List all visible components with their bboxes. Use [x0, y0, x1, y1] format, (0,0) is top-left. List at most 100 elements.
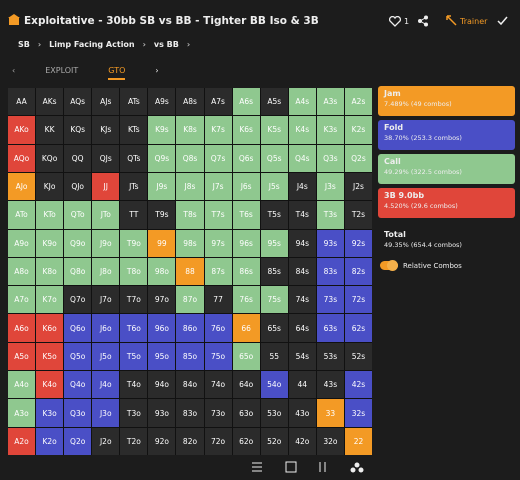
hand-cell[interactable]: T8o	[120, 257, 148, 286]
hand-cell[interactable]: 77	[204, 286, 232, 314]
hand-cell[interactable]: Q8o	[64, 257, 92, 286]
hand-cell[interactable]: 72o	[204, 427, 232, 455]
hand-cell[interactable]: Q2s	[344, 144, 372, 172]
crumb[interactable]: vs BB	[153, 40, 179, 49]
hand-cell[interactable]: 52s	[344, 342, 372, 371]
hand-cell[interactable]: K3o	[36, 399, 64, 427]
hand-cell[interactable]: A5o	[8, 342, 36, 371]
hand-cell[interactable]: KQo	[36, 144, 64, 172]
hand-cell[interactable]: A7o	[8, 286, 36, 314]
hand-cell[interactable]: 83o	[176, 399, 204, 427]
hand-cell[interactable]: K4o	[36, 371, 64, 399]
hand-cell[interactable]: K7o	[36, 286, 64, 314]
hand-cell[interactable]: 82s	[344, 257, 372, 286]
hand-cell[interactable]: 76s	[232, 286, 260, 314]
hand-cell[interactable]: 42o	[288, 427, 316, 455]
hand-cell[interactable]: T9o	[120, 229, 148, 257]
hand-cell[interactable]: 98s	[176, 229, 204, 257]
hand-cell[interactable]: 75o	[204, 342, 232, 371]
hand-cell[interactable]: 87o	[176, 286, 204, 314]
trainer-icon[interactable]	[446, 15, 457, 26]
hand-cell[interactable]: J7o	[92, 286, 120, 314]
hand-cell[interactable]: A6s	[232, 88, 260, 116]
hand-cell[interactable]: KJo	[36, 172, 64, 201]
hand-cell[interactable]: A9s	[148, 88, 176, 116]
hand-cell[interactable]: J5o	[92, 342, 120, 371]
hand-cell[interactable]: TT	[120, 201, 148, 229]
hand-cell[interactable]: ATs	[120, 88, 148, 116]
hand-cell[interactable]: T2s	[344, 201, 372, 229]
hand-cell[interactable]: J2s	[344, 172, 372, 201]
hand-cell[interactable]: T3o	[120, 399, 148, 427]
hand-cell[interactable]: 92s	[344, 229, 372, 257]
hand-cell[interactable]: 96o	[148, 314, 176, 342]
hand-cell[interactable]: J8o	[92, 257, 120, 286]
home-icon[interactable]	[8, 14, 20, 26]
hand-cell[interactable]: A7s	[204, 88, 232, 116]
hand-cell[interactable]: A2s	[344, 88, 372, 116]
hand-cell[interactable]: K8s	[176, 116, 204, 144]
hand-cell[interactable]: 74s	[288, 286, 316, 314]
hand-cell[interactable]: 86s	[232, 257, 260, 286]
hand-cell[interactable]: 82o	[176, 427, 204, 455]
hand-cell[interactable]: 87s	[204, 257, 232, 286]
hand-cell[interactable]: KTo	[36, 201, 64, 229]
hand-cell[interactable]: 52o	[260, 427, 288, 455]
hand-cell[interactable]: 22	[344, 427, 372, 455]
hand-cell[interactable]: A8s	[176, 88, 204, 116]
hand-cell[interactable]: K9s	[148, 116, 176, 144]
hand-cell[interactable]: K6o	[36, 314, 64, 342]
next[interactable]: ›	[155, 66, 159, 75]
hand-cell[interactable]: 98o	[148, 257, 176, 286]
hand-cell[interactable]: KQs	[64, 116, 92, 144]
hand-cell[interactable]: T7o	[120, 286, 148, 314]
hand-cell[interactable]: 62s	[344, 314, 372, 342]
hand-cell[interactable]: AQs	[64, 88, 92, 116]
hand-cell[interactable]: KTs	[120, 116, 148, 144]
crumb[interactable]: Limp Facing Action	[49, 40, 135, 49]
hand-cell[interactable]: 63o	[232, 399, 260, 427]
hand-cell[interactable]: 53s	[316, 342, 344, 371]
hand-cell[interactable]: 85o	[176, 342, 204, 371]
tab[interactable]: EXPLOIT	[45, 66, 79, 75]
hand-cell[interactable]: K8o	[36, 257, 64, 286]
hand-cell[interactable]: J9s	[148, 172, 176, 201]
hand-cell[interactable]: Q9o	[64, 229, 92, 257]
hand-cell[interactable]: 74o	[204, 371, 232, 399]
hand-cell[interactable]: K2s	[344, 116, 372, 144]
hand-cell[interactable]: J3s	[316, 172, 344, 201]
hand-cell[interactable]: Q7s	[204, 144, 232, 172]
hand-cell[interactable]: Q6o	[64, 314, 92, 342]
hand-cell[interactable]: Q5o	[64, 342, 92, 371]
hand-cell[interactable]: 54s	[288, 342, 316, 371]
hand-cell[interactable]: 73s	[316, 286, 344, 314]
hand-cell[interactable]: AQo	[8, 144, 36, 172]
hand-cell[interactable]: 65o	[232, 342, 260, 371]
hand-cell[interactable]: 54o	[260, 371, 288, 399]
hand-cell[interactable]: 92o	[148, 427, 176, 455]
hand-cell[interactable]: 95o	[148, 342, 176, 371]
prev[interactable]: ‹	[12, 66, 16, 75]
hand-cell[interactable]: 63s	[316, 314, 344, 342]
hand-cell[interactable]: KJs	[92, 116, 120, 144]
hand-cell[interactable]: 42s	[344, 371, 372, 399]
hand-cell[interactable]: T8s	[176, 201, 204, 229]
hand-cell[interactable]: J8s	[176, 172, 204, 201]
hand-cell[interactable]: 64s	[288, 314, 316, 342]
hand-cell[interactable]: 85s	[260, 257, 288, 286]
hand-cell[interactable]: QQ	[64, 144, 92, 172]
hand-cell[interactable]: 66	[232, 314, 260, 342]
hand-cell[interactable]: T6o	[120, 314, 148, 342]
hand-cell[interactable]: 99	[148, 229, 176, 257]
hand-cell[interactable]: Q5s	[260, 144, 288, 172]
hand-cell[interactable]: A3s	[316, 88, 344, 116]
hand-cell[interactable]: A6o	[8, 314, 36, 342]
hand-cell[interactable]: QTs	[120, 144, 148, 172]
hand-cell[interactable]: 93s	[316, 229, 344, 257]
table-icon[interactable]	[285, 461, 297, 473]
hand-cell[interactable]: 43s	[316, 371, 344, 399]
hand-cell[interactable]: 94s	[288, 229, 316, 257]
hand-cell[interactable]: J5s	[260, 172, 288, 201]
hand-cell[interactable]: T2o	[120, 427, 148, 455]
hand-cell[interactable]: 32o	[316, 427, 344, 455]
